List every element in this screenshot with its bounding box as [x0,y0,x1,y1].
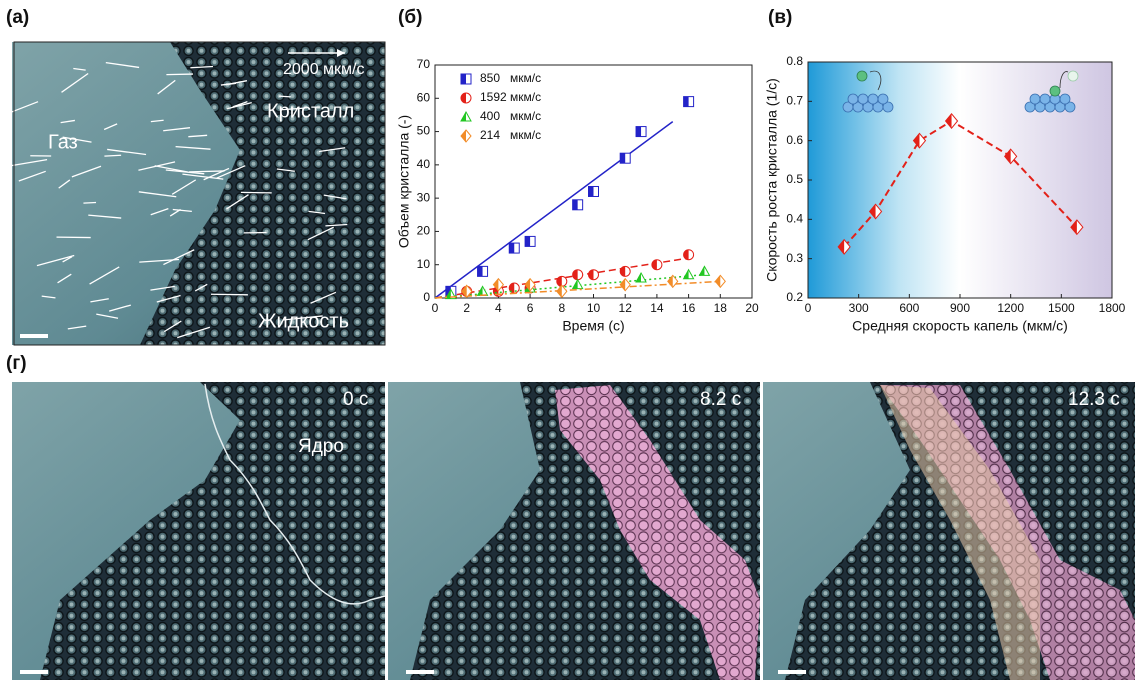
photo-a [7,42,385,345]
x-axis-title: Время (с) [562,318,624,334]
x-tick-label: 18 [714,301,728,315]
panel-label: (б) [398,7,422,28]
point [573,200,583,210]
photo-label: Кристалл [267,100,354,122]
x-tick-label: 600 [899,301,919,315]
fit-line [435,122,673,298]
scale-label: 2000 мкм/с [283,61,364,78]
x-tick-label: 10 [587,301,601,315]
legend-marker [461,112,471,121]
point [715,275,725,287]
x-tick-label: 900 [950,301,970,315]
y-tick-label: 0.7 [786,94,803,108]
point [620,266,630,276]
y-tick-label: 20 [417,224,431,238]
x-axis-title: Средняя скорость капель (мкм/с) [852,318,1068,334]
figure: (a) (б) (в) (г) 2000 мкм/с Кристалл Газ … [0,0,1141,684]
point [636,273,646,282]
point [620,153,630,163]
y-tick-label: 60 [417,90,431,104]
x-tick-label: 12 [619,301,633,315]
y-tick-label: 10 [417,257,431,271]
legend-marker [461,74,471,84]
x-tick-label: 300 [849,301,869,315]
fit-line [435,275,704,298]
panel-label: (в) [768,7,792,28]
panel-label: (a) [6,7,29,28]
x-tick-label: 1500 [1048,301,1075,315]
x-tick-label: 1800 [1099,301,1126,315]
photo-label: Жидкость [258,310,349,332]
x-tick-label: 0 [432,301,439,315]
point [684,270,694,279]
point [684,250,694,260]
x-tick-label: 6 [527,301,534,315]
y-tick-label: 0 [423,290,430,304]
point [525,236,535,246]
photo-frame [763,382,1135,680]
point [589,186,599,196]
legend-label: 400 мкм/с [480,109,541,123]
y-tick-label: 0.4 [786,212,803,226]
y-tick-label: 0.5 [786,172,803,186]
x-tick-label: 20 [745,301,759,315]
x-tick-label: 1200 [997,301,1024,315]
point [478,266,488,276]
x-tick-label: 8 [558,301,565,315]
point [509,243,519,253]
legend-label: 1592 мкм/с [480,90,541,104]
point [573,280,583,289]
point [589,270,599,280]
time-label: 12.3 с [1068,389,1120,410]
y-axis-title: Объем кристалла (-) [396,115,412,248]
y-tick-label: 0.3 [786,251,803,265]
legend-label: 214 мкм/с [480,128,541,142]
y-tick-label: 0.8 [786,54,803,68]
point [573,270,583,280]
photo-frame [12,382,385,680]
point [636,127,646,137]
panel-label: (г) [6,353,27,374]
legend-marker [461,130,471,142]
y-tick-label: 70 [417,57,431,71]
photo-frame [388,382,760,680]
y-tick-label: 40 [417,157,431,171]
legend-label: 850 мкм/с [480,71,541,85]
time-label: 0 с [343,389,368,410]
x-tick-label: 16 [682,301,696,315]
x-tick-label: 14 [650,301,664,315]
point [684,97,694,107]
x-tick-label: 2 [463,301,470,315]
y-axis-title: Скорость роста кристалла (1/с) [764,78,780,282]
photo-label: Газ [48,131,78,153]
y-tick-label: 30 [417,190,431,204]
x-tick-label: 4 [495,301,502,315]
legend-marker [461,93,471,103]
y-tick-label: 0.6 [786,133,803,147]
point [620,279,630,291]
point [699,266,709,275]
point [652,260,662,270]
y-tick-label: 0.2 [786,290,803,304]
time-label: 8.2 с [700,389,741,410]
y-tick-label: 50 [417,124,431,138]
photo-label: Ядро [298,436,344,457]
x-tick-label: 0 [805,301,812,315]
